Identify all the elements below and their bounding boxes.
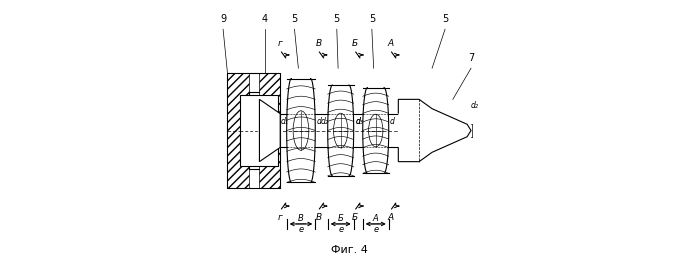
Text: d₂: d₂ <box>471 101 479 110</box>
Polygon shape <box>240 96 278 165</box>
Text: А: А <box>387 39 394 48</box>
Text: 9: 9 <box>220 14 226 24</box>
Text: e: e <box>373 225 378 234</box>
Text: Б: Б <box>338 214 343 223</box>
Text: d₂: d₂ <box>321 117 329 126</box>
Text: 5: 5 <box>291 14 297 24</box>
Text: г: г <box>278 213 283 222</box>
Text: 5: 5 <box>442 14 448 24</box>
Polygon shape <box>399 99 471 162</box>
Text: d: d <box>390 117 395 126</box>
Text: г: г <box>278 39 283 48</box>
Text: d: d <box>317 117 322 126</box>
Text: Б: Б <box>352 213 358 222</box>
Text: В: В <box>315 213 321 222</box>
Text: Б: Б <box>352 39 358 48</box>
Polygon shape <box>260 99 280 162</box>
Text: В: В <box>315 39 321 48</box>
Text: А: А <box>373 214 378 223</box>
Text: e: e <box>338 225 343 234</box>
Text: d: d <box>355 117 360 126</box>
Text: 7: 7 <box>468 53 474 63</box>
Text: А: А <box>387 213 394 222</box>
Text: 5: 5 <box>334 14 340 24</box>
Text: 5: 5 <box>369 14 375 24</box>
Text: 4: 4 <box>262 14 268 24</box>
Text: Фиг. 4: Фиг. 4 <box>331 245 367 255</box>
Text: e: e <box>299 225 304 234</box>
Text: d₃: d₃ <box>356 117 364 126</box>
Text: d₁: d₁ <box>281 117 289 126</box>
Text: В: В <box>298 214 304 223</box>
